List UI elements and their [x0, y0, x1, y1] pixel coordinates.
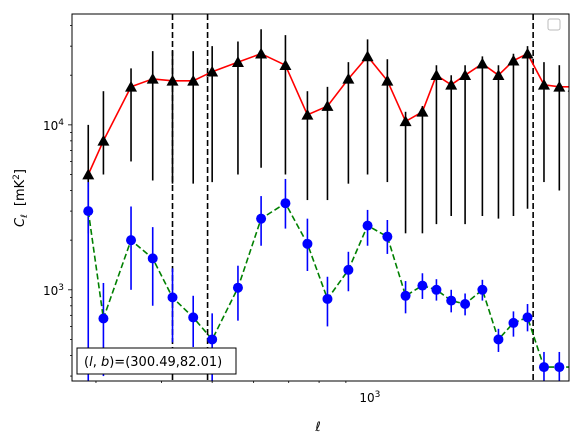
- series-0-point-21: [492, 69, 505, 81]
- series-0-point-10: [301, 108, 314, 120]
- annotation-box: [76, 347, 237, 375]
- series-0-point-24: [537, 78, 550, 90]
- series-1-point-21: [493, 334, 504, 345]
- series-1-point-8: [256, 213, 267, 224]
- series-1-point-0: [83, 206, 94, 217]
- series-0-point-2: [125, 80, 138, 92]
- series-0-point-12: [342, 72, 355, 84]
- plot-frame: [71, 13, 570, 382]
- series-0-point-19: [459, 69, 472, 81]
- x-axis-label: ℓ: [314, 420, 320, 435]
- series-0-point-16: [416, 105, 429, 117]
- y-tick-label-0: 103: [43, 283, 64, 298]
- ticks-group: [68, 25, 347, 383]
- series-0-point-20: [476, 57, 489, 69]
- tick-labels-group: 103 103 104: [43, 118, 380, 405]
- series-0-point-17: [430, 69, 443, 81]
- legend-box: [547, 18, 561, 31]
- series-0-point-9: [279, 59, 292, 70]
- series-1-point-6: [207, 334, 218, 345]
- series-0-point-5: [187, 74, 200, 86]
- series-0-point-18: [445, 78, 458, 90]
- y-tick-label-1: 104: [43, 118, 64, 133]
- y-axis-label: Cℓ [mK2]: [12, 169, 30, 227]
- series-1-point-20: [477, 284, 488, 295]
- series-1-point-19: [460, 299, 471, 310]
- series-1-point-17: [431, 284, 442, 295]
- series-0-point-13: [361, 50, 374, 62]
- series-1-point-25: [554, 362, 565, 373]
- series-0-point-8: [255, 47, 268, 59]
- series-1-point-9: [280, 198, 291, 209]
- series-1-point-23: [522, 312, 533, 323]
- series-0-point-15: [399, 115, 412, 127]
- series-0-point-14: [381, 74, 394, 86]
- series-1-point-5: [188, 312, 199, 323]
- series-0-point-22: [507, 54, 520, 66]
- series-0-point-11: [321, 100, 334, 111]
- series-1-point-12: [343, 264, 354, 275]
- series-0-point-23: [521, 47, 534, 59]
- annotation-text: (l, b)=(300.49,82.01): [84, 355, 222, 370]
- series-0-point-0: [82, 168, 95, 180]
- vertical-lines-group: [171, 14, 534, 381]
- series-1-point-7: [232, 282, 243, 293]
- series-1-point-11: [322, 293, 333, 304]
- series-0-point-25: [553, 80, 566, 92]
- series-1-point-4: [167, 292, 178, 303]
- series-1-point-13: [362, 220, 373, 231]
- series-1-point-3: [147, 253, 158, 264]
- series-0-point-3: [146, 72, 159, 84]
- series-1-point-22: [508, 317, 519, 328]
- series-1-point-1: [98, 313, 109, 324]
- series-1-point-15: [400, 290, 411, 301]
- series-1-point-14: [382, 231, 393, 242]
- series-1-point-16: [417, 280, 428, 291]
- series-1-point-18: [446, 295, 457, 306]
- series-0-point-6: [206, 65, 219, 77]
- series-0-point-7: [231, 56, 244, 67]
- series-lines-group: [87, 52, 569, 368]
- series-1-point-2: [126, 235, 137, 246]
- series-1-point-24: [538, 362, 549, 373]
- triangle-errorbars-group: [87, 29, 561, 234]
- series-1-point-10: [302, 238, 313, 249]
- series-0-point-4: [166, 74, 179, 86]
- markers-group: [82, 47, 569, 373]
- series-0-line: [87, 52, 569, 175]
- series-0-point-1: [97, 134, 110, 146]
- series-1-point-26: [568, 365, 569, 369]
- x-tick-label-0: 103: [359, 390, 380, 405]
